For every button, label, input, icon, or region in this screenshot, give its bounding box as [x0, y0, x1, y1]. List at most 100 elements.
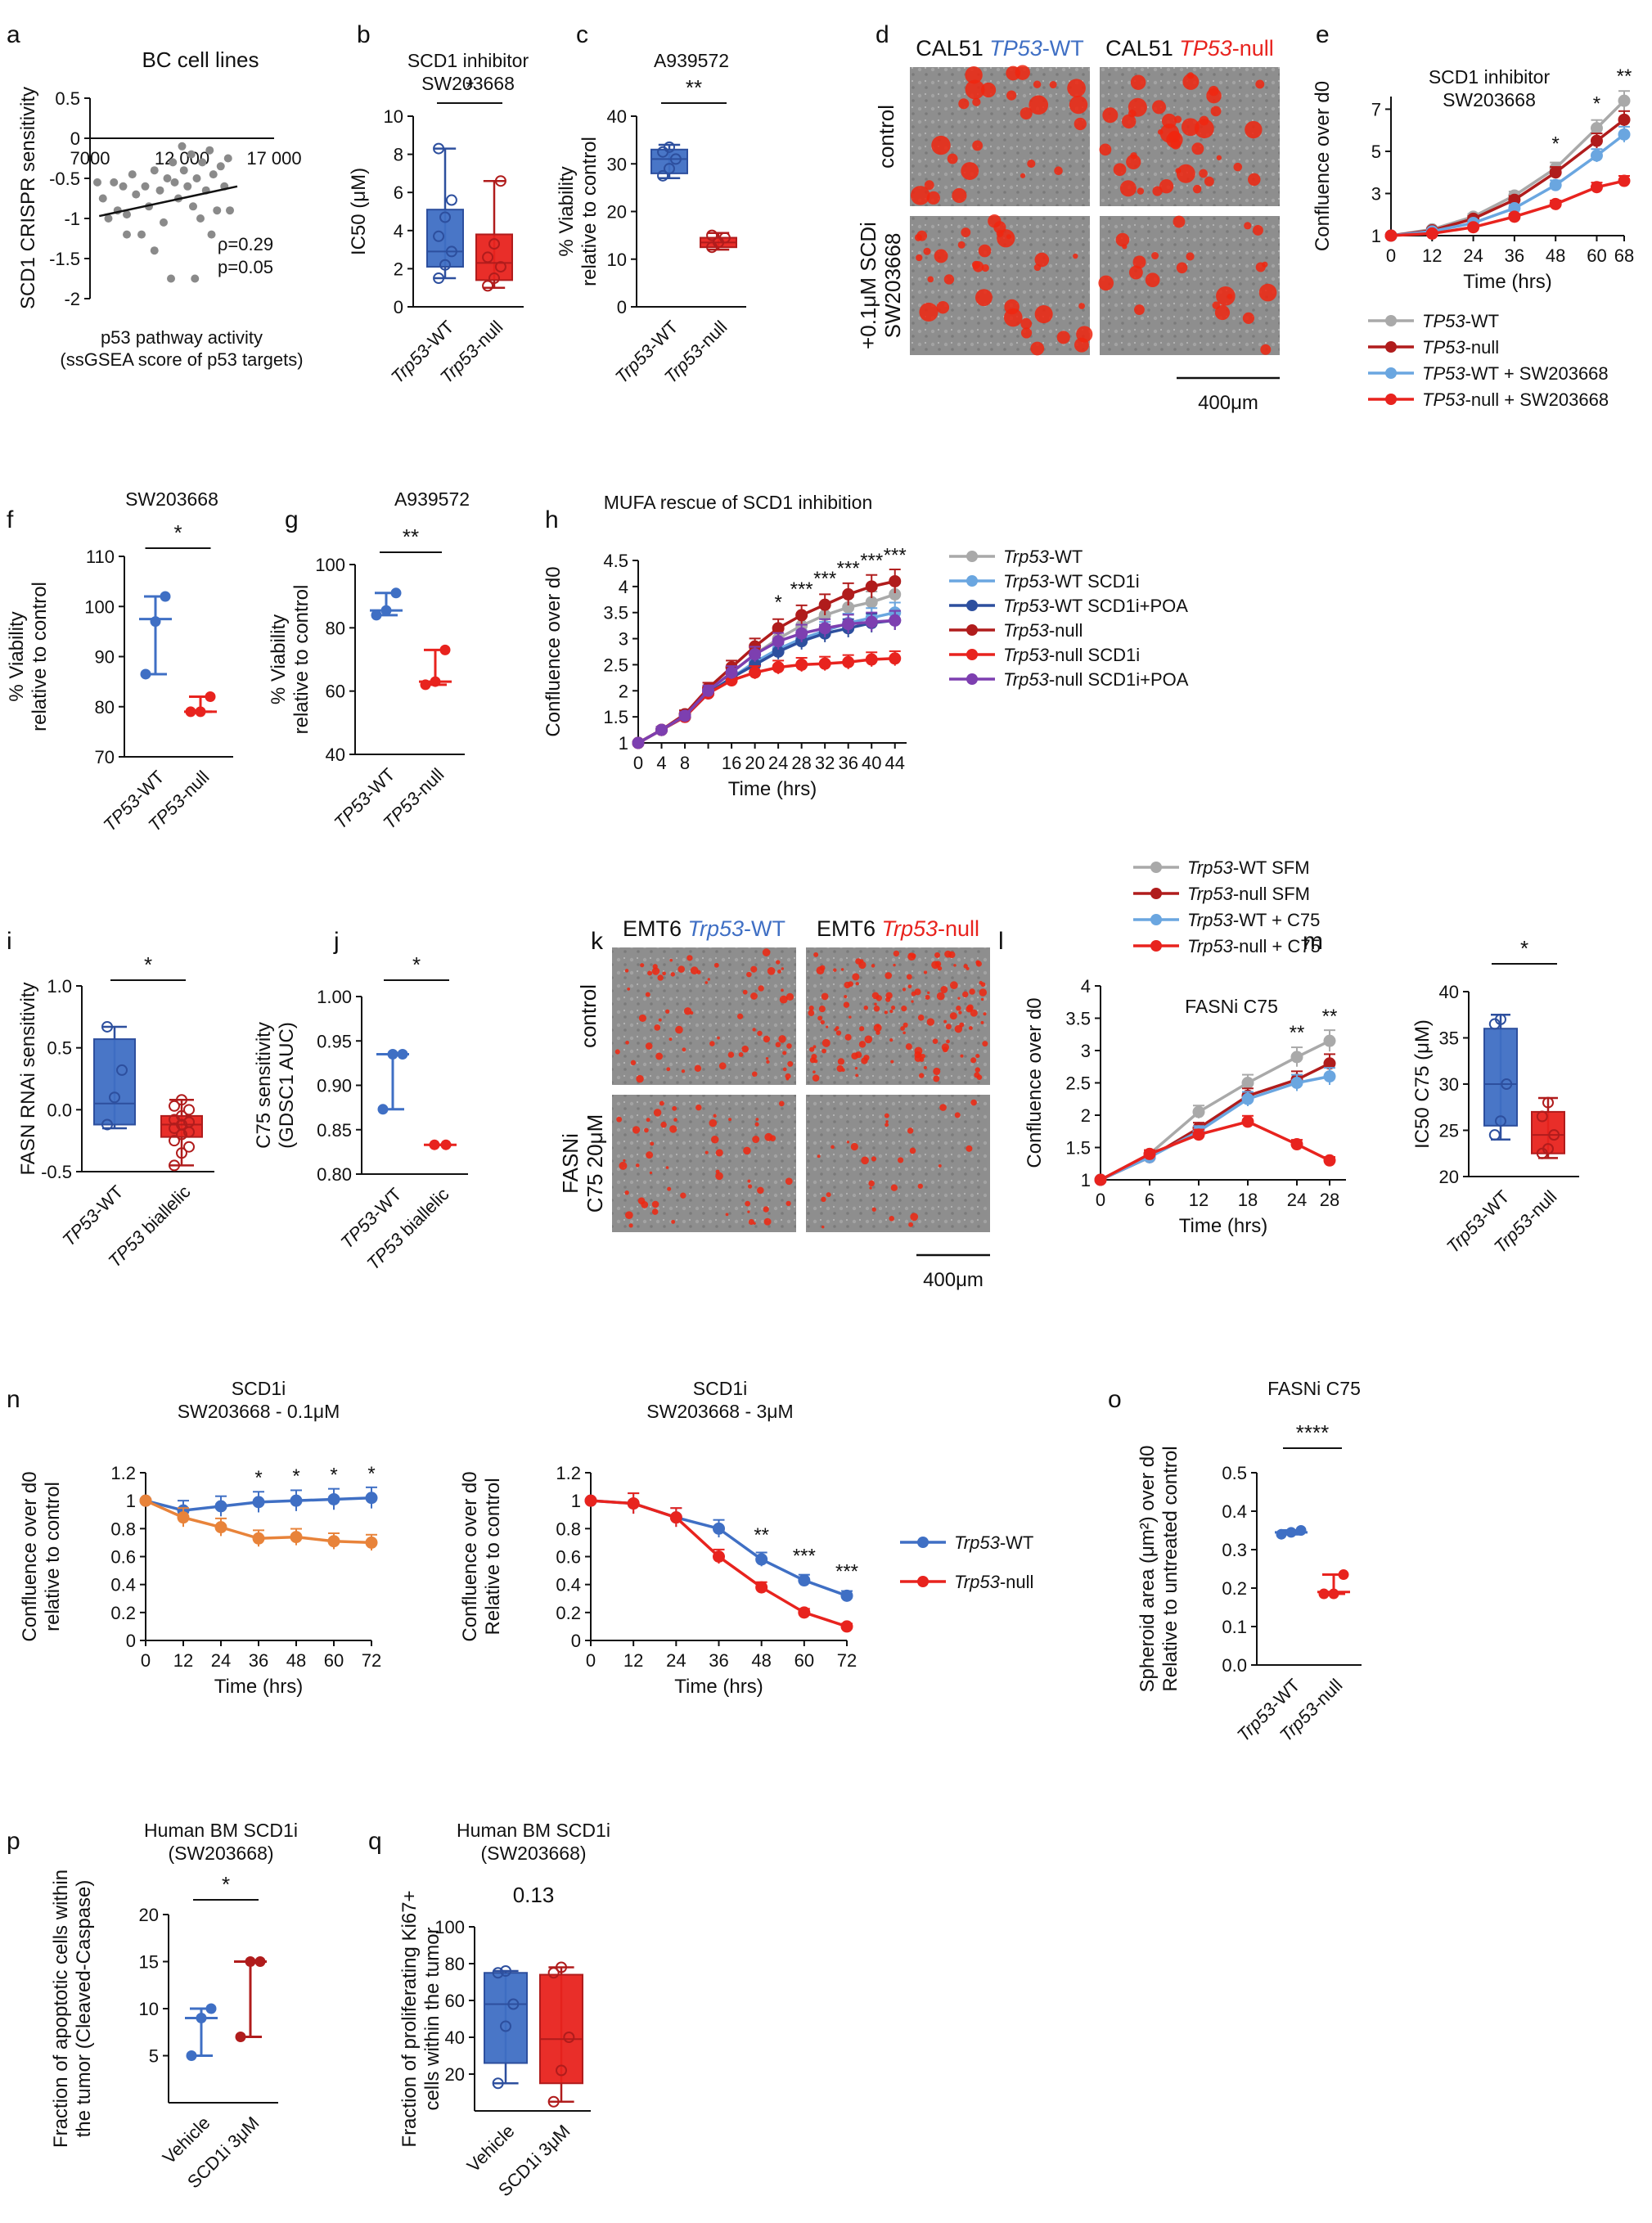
panel-c-y-label: % Viability: [556, 166, 578, 256]
panel-n1-data-point: [365, 1536, 378, 1549]
panel-a-annotation: p=0.05: [218, 257, 273, 277]
micrograph-k-cell-signal: [889, 1009, 894, 1014]
micrograph-k-cell-signal: [763, 1035, 771, 1043]
micrograph-k-cell-signal: [713, 1114, 717, 1118]
panel-j-sig-label: *: [412, 952, 421, 977]
micrograph-d-cell-signal: [1176, 262, 1188, 274]
panel-l-x-tick-label: 6: [1145, 1190, 1155, 1210]
panel-q-data-point: [547, 2095, 560, 2108]
panel-h-data-point: [818, 657, 831, 670]
micrograph-k-cell-signal: [757, 1186, 764, 1195]
micrograph-k-cell-signal: [938, 1163, 942, 1168]
micrograph-d-cell-signal: [919, 302, 939, 322]
micrograph-k-cell-signal: [861, 1057, 868, 1064]
micrograph-k-cell-signal: [681, 1069, 686, 1073]
panel-l-x-tick-label: 0: [1096, 1190, 1105, 1210]
micrograph-k-cell-signal: [624, 1211, 633, 1220]
panel-l-data-point: [1241, 1115, 1254, 1128]
panel-a-data-point: [98, 194, 107, 203]
panel-n2-sig-label: **: [754, 1524, 769, 1546]
micrograph-k-cell-signal: [821, 1225, 825, 1229]
micrograph-d-cell-signal: [927, 276, 934, 283]
panel-h-y-tick-label: 3: [619, 629, 628, 650]
micrograph-d-cell-signal: [1067, 79, 1086, 98]
micrograph-k-cell-signal: [885, 972, 893, 979]
micrograph-d-cell-signal: [916, 230, 928, 241]
micrograph-k-cell-signal: [690, 966, 699, 975]
micrograph-k-cell-signal: [855, 958, 862, 965]
micrograph-k-cell-signal: [939, 1104, 947, 1111]
panel-a-data-point: [150, 246, 159, 255]
panel-p-y-label-2: the tumor (Cleaved-Caspase): [73, 1880, 95, 2138]
micrograph-k-cell-signal: [670, 972, 675, 977]
micrograph-k-cell-signal: [908, 1222, 914, 1227]
panel-p-data-point: [205, 2003, 217, 2014]
micrograph-k-cell-signal: [766, 1060, 770, 1064]
micrograph-k-cell-signal: [646, 1151, 654, 1159]
panel-g-data-point: [430, 676, 441, 687]
panel-f-y-tick-label: 110: [86, 547, 115, 567]
micrograph-k-cell-signal: [871, 1207, 876, 1212]
micrograph-k-cell-signal: [979, 988, 988, 997]
panel-q-data-point: [500, 1965, 511, 1977]
micrograph-k-cell-signal: [835, 1030, 842, 1036]
micrograph-k-cell-signal: [672, 1105, 677, 1111]
panel-e-x-tick-label: 60: [1587, 245, 1606, 266]
micrograph-d-cell-signal: [1159, 179, 1174, 194]
panel-h-data-point: [865, 615, 878, 628]
micrograph-k-cell-signal: [863, 1006, 869, 1010]
panel-n2-legend-marker: [917, 1537, 929, 1548]
micrograph-k-cell-signal: [741, 1045, 749, 1053]
micrograph-d-cell-signal: [1027, 159, 1036, 169]
micrograph-d-cell-signal: [1151, 100, 1167, 115]
panel-h-x-tick-label: 32: [815, 753, 835, 773]
micrograph-k-cell-signal: [650, 1141, 655, 1146]
micrograph-d-scale-bar-label: 400μm: [1198, 392, 1258, 414]
micrograph-k-cell-signal: [903, 1022, 908, 1028]
micrograph-d-cell-signal: [961, 162, 979, 180]
panel-n1-title: SCD1i: [232, 1378, 286, 1399]
panel-e-series-line: [1390, 179, 1625, 237]
panel-f-y-label: % Viability: [6, 611, 28, 701]
micrograph-k-cell-signal: [950, 981, 958, 990]
panel-i-data-point: [183, 1116, 195, 1128]
panel-h-series-line: [637, 657, 895, 745]
micrograph-k-cell-signal: [779, 995, 788, 1004]
micrograph-k-cell-signal: [667, 1186, 672, 1191]
panel-e-x-tick-label: 0: [1386, 245, 1396, 266]
micrograph-d-cell-signal: [1173, 215, 1186, 228]
micrograph-k-cell-signal: [963, 964, 968, 969]
panel-a-data-point: [189, 202, 197, 211]
panel-h-x-tick-label: 4: [656, 753, 666, 773]
text-span: Trp53: [1003, 596, 1050, 616]
micrograph-d-cell-signal: [1029, 95, 1049, 115]
micrograph-d-cell-signal: [1210, 106, 1222, 117]
panel-a-data-point: [170, 178, 179, 187]
text-span: -WT: [1465, 311, 1500, 331]
micrograph-d-cell-signal: [926, 191, 940, 205]
micrograph-k-cell-signal: [917, 1183, 923, 1189]
panel-m-data-point: [1495, 1115, 1506, 1127]
micrograph-k-cell-signal: [762, 948, 771, 956]
micrograph-d-cell-signal: [1199, 169, 1208, 178]
micrograph-k-cell-signal: [757, 1030, 763, 1037]
panel-j-data-point: [429, 1139, 440, 1150]
micrograph-k-cell-signal: [861, 1156, 869, 1165]
panel-q-data-point: [556, 2064, 567, 2077]
micrograph-k-cell-signal: [808, 1006, 814, 1011]
panel-l-legend-label: Trp53-null SFM: [1187, 884, 1310, 904]
panel-q-data-point: [556, 1961, 567, 1973]
micrograph-d-cell-signal: [947, 153, 958, 164]
text-span: -null SFM: [1233, 884, 1310, 904]
panel-h-title: MUFA rescue of SCD1 inhibition: [604, 492, 873, 513]
panel-h-data-point: [865, 596, 878, 609]
micrograph-d-cell-signal: [1030, 341, 1045, 356]
panel-letter-e: e: [1316, 21, 1330, 48]
panel-n1-x-label: Time (hrs): [214, 1676, 303, 1698]
panel-a-x-tick-label: 7000: [70, 148, 110, 169]
micrograph-k-cell-signal: [821, 992, 829, 1001]
panel-h-sig-label: *: [774, 592, 781, 614]
panel-l-sig-label: **: [1322, 1006, 1338, 1028]
micrograph-k-cell-signal: [750, 965, 758, 973]
micrograph-k-cell-signal: [812, 1074, 820, 1082]
